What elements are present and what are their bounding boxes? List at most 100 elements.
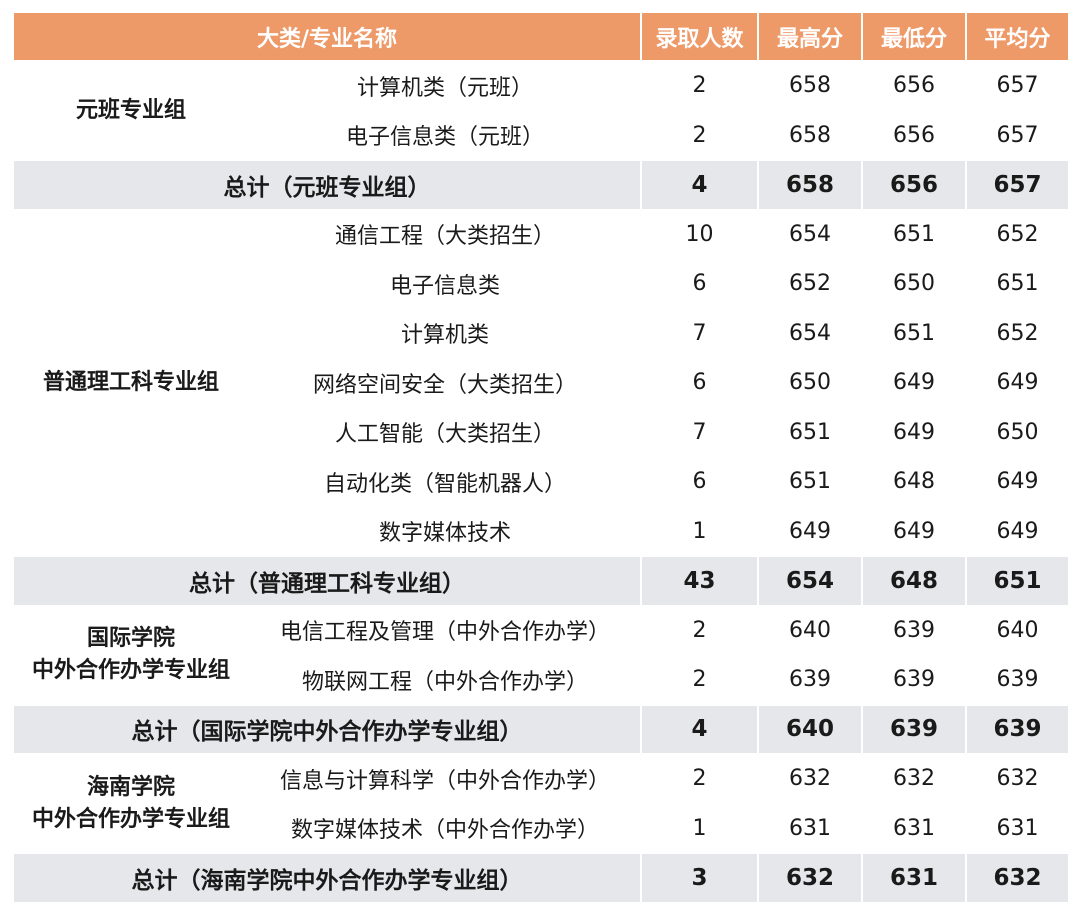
max-score: 654 bbox=[757, 307, 864, 359]
admit-count: 1 bbox=[640, 505, 760, 557]
total-label: 总计（元班专业组） bbox=[11, 159, 643, 211]
total-label: 总计（普通理工科专业组） bbox=[11, 555, 643, 607]
major-name: 人工智能（大类招生） bbox=[248, 406, 643, 458]
total-max: 654 bbox=[757, 555, 864, 607]
max-score: 650 bbox=[757, 357, 864, 408]
major-name: 物联网工程（中外合作办学） bbox=[248, 654, 643, 706]
total-count: 4 bbox=[640, 159, 760, 211]
avg-score: 649 bbox=[965, 456, 1071, 507]
total-row: 总计（国际学院中外合作办学专业组） 4 640 639 639 bbox=[11, 703, 1071, 755]
min-score: 651 bbox=[861, 208, 968, 260]
admit-count: 1 bbox=[640, 802, 760, 854]
total-count: 43 bbox=[640, 555, 760, 607]
header-count: 录取人数 bbox=[640, 11, 760, 62]
total-label: 总计（国际学院中外合作办学专业组） bbox=[11, 703, 643, 755]
table-header-row: 大类/专业名称 录取人数 最高分 最低分 平均分 bbox=[11, 11, 1071, 62]
max-score: 658 bbox=[757, 60, 864, 111]
admit-count: 2 bbox=[640, 753, 760, 804]
admission-score-table-container: 大类/专业名称 录取人数 最高分 最低分 平均分 元班专业组 计算机类（元班） … bbox=[11, 11, 1071, 904]
major-name: 数字媒体技术（中外合作办学） bbox=[248, 802, 643, 854]
min-score: 656 bbox=[861, 60, 968, 111]
table-row: 国际学院 中外合作办学专业组 电信工程及管理（中外合作办学） 2 640 639… bbox=[12, 604, 1071, 706]
max-score: 651 bbox=[757, 456, 864, 507]
total-count: 3 bbox=[640, 852, 760, 904]
group-name: 海南学院 中外合作办学专业组 bbox=[12, 753, 250, 854]
avg-score: 631 bbox=[965, 802, 1071, 854]
total-avg: 632 bbox=[965, 852, 1071, 904]
admit-count: 2 bbox=[640, 109, 760, 161]
total-max: 658 bbox=[757, 159, 864, 211]
major-name: 信息与计算科学（中外合作办学） bbox=[248, 753, 643, 804]
table-row: 元班专业组 计算机类（元班） 2 658 656 657 bbox=[12, 60, 1071, 161]
max-score: 631 bbox=[757, 802, 864, 854]
avg-score: 652 bbox=[965, 208, 1071, 260]
major-name: 网络空间安全（大类招生） bbox=[248, 357, 643, 408]
admit-count: 2 bbox=[640, 60, 760, 111]
min-score: 631 bbox=[861, 802, 968, 854]
total-max: 640 bbox=[757, 703, 864, 755]
major-name: 自动化类（智能机器人） bbox=[248, 456, 643, 507]
major-name: 数字媒体技术 bbox=[248, 505, 643, 557]
table-row: 数字媒体技术（中外合作办学） 1 631 631 631 bbox=[13, 802, 1071, 854]
admit-count: 6 bbox=[640, 258, 760, 309]
max-score: 649 bbox=[757, 505, 864, 557]
admit-count: 10 bbox=[640, 208, 760, 260]
admit-count: 6 bbox=[640, 357, 760, 408]
major-name: 计算机类（元班） bbox=[248, 60, 643, 111]
avg-score: 651 bbox=[965, 258, 1071, 309]
max-score: 632 bbox=[757, 753, 864, 804]
min-score: 651 bbox=[861, 307, 968, 359]
total-avg: 657 bbox=[965, 159, 1071, 211]
major-name: 电子信息类（元班） bbox=[248, 109, 643, 161]
group-name: 普通理工科专业组 bbox=[12, 208, 250, 557]
table-row: 网络空间安全（大类招生） 6 650 649 649 bbox=[13, 357, 1071, 408]
group-name-line2: 中外合作办学专业组 bbox=[31, 806, 230, 832]
group-name-line1: 海南学院 bbox=[86, 774, 175, 800]
avg-score: 632 bbox=[965, 753, 1071, 804]
total-avg: 639 bbox=[965, 703, 1071, 755]
table-row: 电子信息类 6 652 650 651 bbox=[13, 258, 1071, 309]
admission-score-table: 大类/专业名称 录取人数 最高分 最低分 平均分 元班专业组 计算机类（元班） … bbox=[11, 11, 1071, 904]
total-row: 总计（元班专业组） 4 658 656 657 bbox=[11, 159, 1071, 211]
admit-count: 7 bbox=[640, 406, 760, 458]
admit-count: 2 bbox=[640, 654, 760, 706]
total-min: 656 bbox=[861, 159, 968, 211]
major-name: 电信工程及管理（中外合作办学） bbox=[248, 604, 643, 656]
total-min: 639 bbox=[861, 703, 968, 755]
total-max: 632 bbox=[757, 852, 864, 904]
avg-score: 657 bbox=[965, 109, 1071, 161]
total-row: 总计（海南学院中外合作办学专业组） 3 632 631 632 bbox=[11, 852, 1071, 904]
max-score: 652 bbox=[757, 258, 864, 309]
min-score: 649 bbox=[861, 505, 968, 557]
table-row: 计算机类 7 654 651 652 bbox=[13, 307, 1071, 359]
admit-count: 7 bbox=[640, 307, 760, 359]
min-score: 639 bbox=[861, 604, 968, 656]
major-name: 通信工程（大类招生） bbox=[248, 208, 643, 260]
min-score: 650 bbox=[861, 258, 968, 309]
min-score: 632 bbox=[861, 753, 968, 804]
avg-score: 657 bbox=[965, 60, 1071, 111]
table-row: 物联网工程（中外合作办学） 2 639 639 639 bbox=[13, 654, 1071, 706]
header-max: 最高分 bbox=[757, 11, 864, 62]
total-count: 4 bbox=[640, 703, 760, 755]
total-min: 648 bbox=[861, 555, 968, 607]
max-score: 654 bbox=[757, 208, 864, 260]
admit-count: 6 bbox=[640, 456, 760, 507]
header-name: 大类/专业名称 bbox=[11, 11, 643, 62]
total-row: 总计（普通理工科专业组） 43 654 648 651 bbox=[11, 555, 1071, 607]
total-label: 总计（海南学院中外合作办学专业组） bbox=[11, 852, 643, 904]
avg-score: 640 bbox=[965, 604, 1071, 656]
max-score: 639 bbox=[757, 654, 864, 706]
total-avg: 651 bbox=[965, 555, 1071, 607]
min-score: 649 bbox=[861, 357, 968, 408]
avg-score: 639 bbox=[965, 654, 1071, 706]
major-name: 计算机类 bbox=[248, 307, 643, 359]
avg-score: 652 bbox=[965, 307, 1071, 359]
avg-score: 649 bbox=[965, 505, 1071, 557]
min-score: 649 bbox=[861, 406, 968, 458]
min-score: 656 bbox=[861, 109, 968, 161]
table-row: 数字媒体技术 1 649 649 649 bbox=[13, 505, 1071, 557]
avg-score: 650 bbox=[965, 406, 1071, 458]
avg-score: 649 bbox=[965, 357, 1071, 408]
min-score: 648 bbox=[861, 456, 968, 507]
